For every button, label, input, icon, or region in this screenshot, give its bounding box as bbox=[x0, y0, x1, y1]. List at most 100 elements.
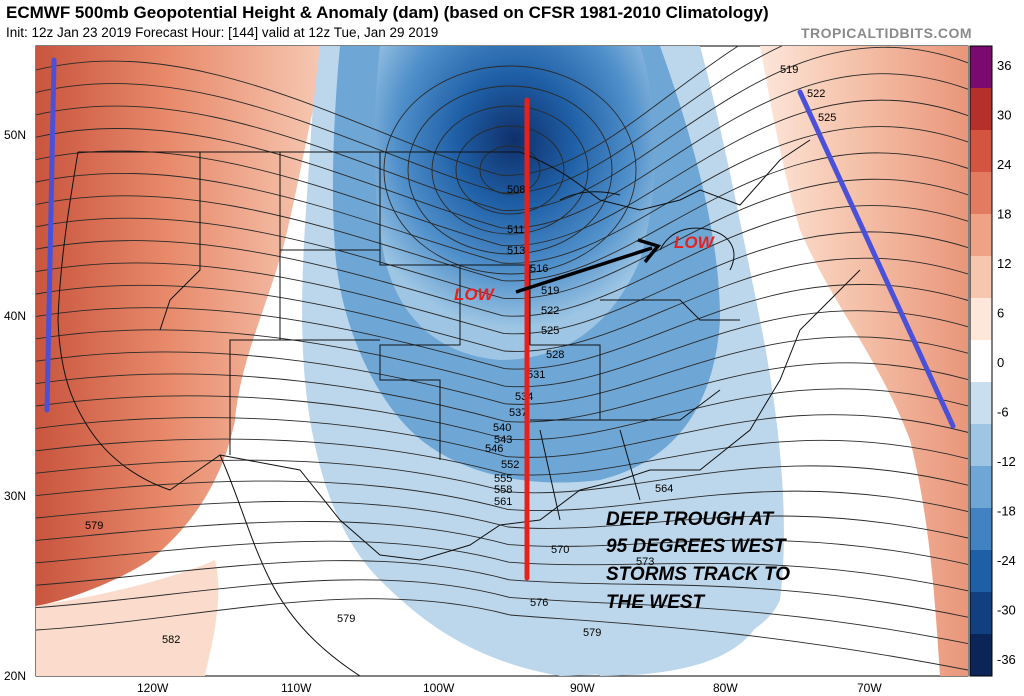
note-line: 95 DEGREES WEST bbox=[606, 536, 787, 557]
colorbar-swatch bbox=[970, 592, 992, 635]
storm-track-arrow bbox=[515, 238, 662, 294]
colorbar-swatch bbox=[970, 256, 992, 299]
height-contour-line bbox=[36, 46, 783, 194]
colorbar-swatch bbox=[970, 88, 992, 131]
lon-axis: 120W 110W 100W 90W 80W 70W bbox=[137, 681, 882, 695]
height-contour-line bbox=[36, 501, 968, 539]
lon-label-90w: 90W bbox=[570, 681, 595, 695]
height-contour-line bbox=[36, 152, 968, 282]
lat-axis: 50N 40N 30N 20N bbox=[4, 128, 26, 683]
colorbar-swatch bbox=[970, 508, 992, 551]
lon-label-80w: 80W bbox=[713, 681, 738, 695]
contour-value-label: 511 bbox=[507, 224, 525, 236]
lat-label-20n: 20N bbox=[4, 669, 26, 683]
brand-watermark: TROPICALTIDBITS.COM bbox=[800, 25, 972, 41]
colorbar-swatch bbox=[970, 550, 992, 593]
colorbar-tick-label: -36 bbox=[997, 652, 1016, 667]
contour-value-label: 561 bbox=[494, 496, 512, 508]
height-contour-line bbox=[36, 231, 968, 335]
contour-value-label: 522 bbox=[807, 88, 825, 100]
forecast-info: Init: 12z Jan 23 2019 Forecast Hour: [14… bbox=[6, 25, 439, 40]
colorbar-tick-label: 18 bbox=[997, 207, 1011, 222]
colorbar-swatch bbox=[970, 634, 992, 677]
height-contours bbox=[36, 46, 968, 671]
height-contour-line bbox=[36, 388, 968, 441]
contour-value-label: 564 bbox=[655, 483, 673, 495]
colorbar-tick-label: 6 bbox=[997, 306, 1004, 321]
height-contour-line bbox=[36, 205, 968, 317]
height-contour-line bbox=[36, 178, 968, 299]
note-line: STORMS TRACK TO bbox=[606, 564, 790, 585]
colorbar-swatch bbox=[970, 130, 992, 173]
height-contour-line bbox=[36, 459, 968, 494]
closed-low-contour bbox=[431, 105, 589, 235]
height-contour-line bbox=[36, 540, 968, 592]
colorbar-swatch bbox=[970, 172, 992, 215]
contour-value-label: 525 bbox=[541, 325, 559, 337]
contour-value-label: 579 bbox=[583, 627, 601, 639]
colorbar-swatch bbox=[970, 382, 992, 425]
contour-value-label: 531 bbox=[527, 369, 545, 381]
height-contour-line bbox=[36, 310, 968, 388]
contour-value-label: 540 bbox=[493, 422, 511, 434]
colorbar-swatch bbox=[970, 298, 992, 341]
height-contour-line bbox=[36, 598, 968, 671]
contour-value-label: 573 bbox=[636, 556, 654, 568]
west-ridge-line bbox=[44, 57, 57, 413]
contour-value-label: 516 bbox=[530, 263, 548, 275]
colorbar-tick-label: 24 bbox=[997, 157, 1011, 172]
contour-value-label: 546 bbox=[485, 443, 503, 455]
height-contour-line bbox=[36, 284, 968, 370]
colorbar-tick-label: -12 bbox=[997, 454, 1016, 469]
contour-value-label: 537 bbox=[509, 407, 527, 419]
lat-label-30n: 30N bbox=[4, 489, 26, 503]
colorbar-swatch bbox=[970, 340, 992, 383]
trough-note: DEEP TROUGH AT 95 DEGREES WEST STORMS TR… bbox=[606, 509, 790, 613]
height-contour-line bbox=[36, 438, 968, 476]
map-title: ECMWF 500mb Geopotential Height & Anomal… bbox=[6, 3, 769, 22]
contour-value-label: 576 bbox=[530, 597, 548, 609]
colorbar: 36 30 24 18 12 6 0 -6 -12 -18 -24 -30 -36 bbox=[969, 45, 1016, 677]
colorbar-border bbox=[969, 45, 993, 677]
colorbar-tick-label: -6 bbox=[997, 405, 1009, 420]
contour-value-label: 579 bbox=[337, 613, 355, 625]
colorbar-tick-label: 12 bbox=[997, 256, 1011, 271]
height-contour-line bbox=[36, 414, 968, 458]
contour-value-label: 558 bbox=[494, 484, 512, 496]
height-contour-line bbox=[36, 126, 968, 264]
colorbar-tick-label: 36 bbox=[997, 58, 1011, 73]
height-contour-line bbox=[36, 47, 968, 211]
lon-label-120w: 120W bbox=[137, 681, 169, 695]
colorbar-tick-label: 30 bbox=[997, 108, 1011, 123]
contour-value-label: 543 bbox=[494, 434, 512, 446]
closed-low-contour bbox=[383, 65, 637, 275]
colorbar-swatch bbox=[970, 46, 992, 89]
contour-value-label: 555 bbox=[494, 473, 512, 485]
colorbar-tick-label: -24 bbox=[997, 553, 1016, 568]
height-contour-line bbox=[36, 521, 968, 565]
height-contour-line bbox=[36, 480, 968, 513]
contour-value-label: 582 bbox=[162, 634, 180, 646]
lon-label-110w: 110W bbox=[281, 681, 312, 695]
height-contour-line bbox=[36, 73, 968, 229]
colorbar-swatch bbox=[970, 466, 992, 509]
contour-value-label: 522 bbox=[541, 305, 559, 317]
colorbar-swatch bbox=[970, 424, 992, 467]
colorbar-swatch bbox=[970, 214, 992, 257]
colorbar-tick-label: 0 bbox=[997, 355, 1004, 370]
closed-low-contour bbox=[455, 125, 565, 215]
contour-value-label: 570 bbox=[551, 544, 569, 556]
height-contour-line bbox=[36, 560, 968, 618]
contour-value-label: 508 bbox=[507, 184, 525, 196]
colorbar-tick-label: -18 bbox=[997, 504, 1016, 519]
contour-value-label: 513 bbox=[507, 245, 525, 257]
height-contour-line bbox=[36, 362, 968, 423]
contour-value-label: 519 bbox=[541, 285, 559, 297]
height-contour-line bbox=[36, 579, 968, 645]
lat-label-50n: 50N bbox=[4, 128, 26, 142]
political-borders bbox=[57, 139, 861, 676]
contour-value-label: 534 bbox=[515, 391, 533, 403]
note-line: DEEP TROUGH AT bbox=[606, 509, 775, 530]
